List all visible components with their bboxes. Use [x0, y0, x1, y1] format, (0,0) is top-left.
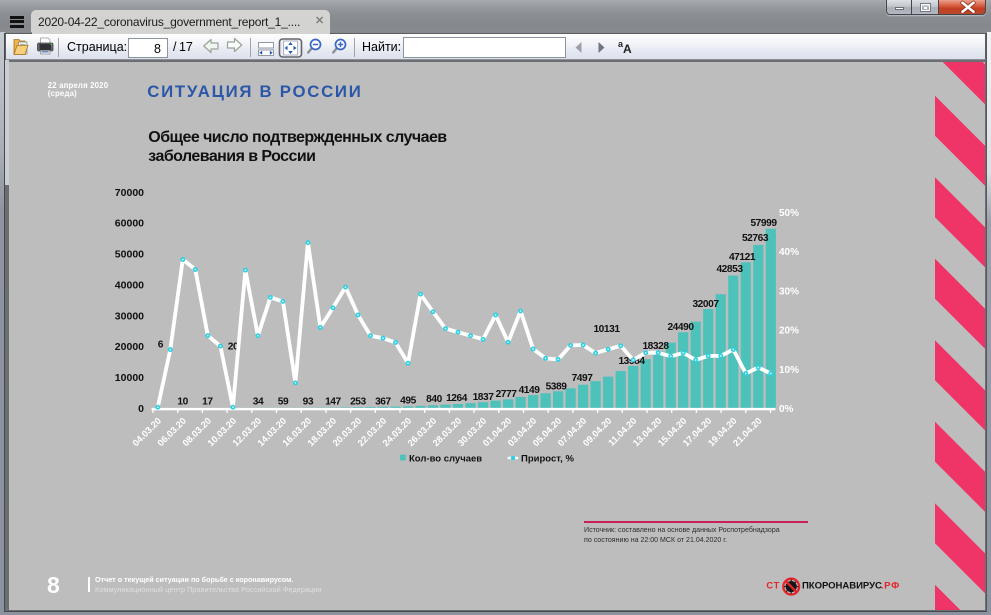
svg-text:Прирост, %: Прирост, % [521, 453, 574, 464]
svg-text:840: 840 [426, 394, 442, 405]
svg-text:147: 147 [325, 396, 341, 407]
svg-text:10%: 10% [779, 364, 799, 375]
svg-text:10: 10 [177, 396, 188, 407]
svg-text:a: a [618, 39, 624, 49]
svg-text:20000: 20000 [115, 341, 144, 353]
svg-text:24490: 24490 [667, 322, 694, 333]
svg-text:253: 253 [350, 396, 366, 407]
svg-text:50%: 50% [779, 208, 799, 219]
svg-text:495: 495 [400, 395, 416, 406]
svg-text:0%: 0% [779, 404, 794, 415]
svg-text:57999: 57999 [750, 218, 777, 229]
svg-text:32007: 32007 [692, 299, 719, 310]
svg-text:.РФ: .РФ [881, 581, 900, 592]
svg-text:30000: 30000 [115, 310, 144, 322]
svg-text:70000: 70000 [115, 186, 144, 198]
svg-text:30%: 30% [779, 286, 799, 297]
svg-text:6: 6 [158, 339, 164, 350]
svg-text:СТ: СТ [766, 581, 780, 591]
svg-text:17: 17 [202, 396, 213, 407]
svg-text:93: 93 [303, 396, 314, 407]
svg-text:Кол-во случаев: Кол-во случаев [409, 453, 482, 464]
svg-text:1264: 1264 [446, 393, 468, 404]
svg-text:34: 34 [253, 396, 264, 407]
svg-text:10000: 10000 [115, 372, 144, 384]
svg-text:50000: 50000 [115, 248, 144, 260]
svg-text:4149: 4149 [519, 385, 541, 396]
svg-text:40000: 40000 [115, 279, 144, 291]
svg-text:47121: 47121 [729, 252, 756, 263]
svg-text:20: 20 [228, 341, 239, 352]
svg-text:2777: 2777 [496, 389, 518, 400]
svg-text:20%: 20% [779, 325, 799, 336]
svg-text:A: A [623, 42, 632, 56]
svg-text:1837: 1837 [473, 392, 495, 403]
svg-text:42853: 42853 [716, 264, 743, 275]
svg-text:5389: 5389 [546, 381, 568, 392]
svg-text:18328: 18328 [642, 341, 669, 352]
svg-text:7497: 7497 [572, 373, 594, 384]
svg-text:ПКОРОНАВИРУС: ПКОРОНАВИРУС [802, 581, 882, 592]
svg-text:59: 59 [278, 396, 289, 407]
svg-text:52763: 52763 [742, 233, 769, 244]
svg-text:60000: 60000 [115, 217, 144, 229]
svg-text:40%: 40% [779, 247, 799, 258]
svg-text:367: 367 [375, 396, 391, 407]
svg-text:0: 0 [138, 403, 144, 415]
svg-text:10131: 10131 [593, 324, 620, 335]
